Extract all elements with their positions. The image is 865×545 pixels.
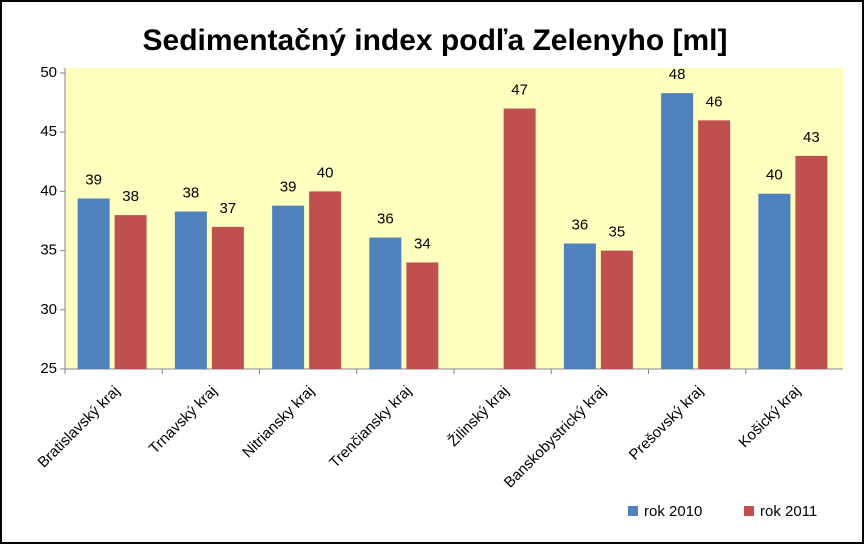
value-label: 39 [280,179,297,196]
value-label: 48 [669,66,686,83]
bar [369,237,402,369]
value-label: 38 [122,188,139,205]
value-label: 38 [183,184,200,201]
value-label: 47 [511,81,528,98]
value-label: 43 [803,129,820,146]
legend-label: rok 2011 [760,503,817,520]
value-label: 36 [377,211,394,228]
value-label: 46 [706,93,723,110]
y-tick-label: 45 [40,123,57,140]
value-label: 40 [766,167,783,184]
value-label: 39 [85,171,102,188]
bar [211,226,244,369]
y-tick-label: 35 [40,242,57,259]
bar [503,108,536,370]
legend-label: rok 2010 [644,503,702,520]
y-tick-label: 30 [40,301,57,318]
legend-swatch [628,506,638,516]
value-label: 35 [609,224,626,241]
bar [661,93,694,370]
bar [600,250,633,369]
chart-title: Sedimentačný index podľa Zelenyho [ml] [143,24,728,57]
bar [272,205,305,369]
value-label: 40 [317,164,334,181]
bar [698,120,731,369]
y-tick-label: 50 [40,64,57,81]
bar [563,243,596,369]
bar [114,215,147,369]
bar [758,193,791,369]
bar [795,155,828,369]
value-label: 37 [220,200,237,217]
value-label: 34 [414,235,431,252]
legend-swatch [744,506,754,516]
y-tick-label: 25 [40,360,57,377]
value-label: 36 [572,216,589,233]
bar [309,191,342,369]
bar [406,262,439,369]
bar [77,198,110,369]
y-tick-label: 40 [40,182,57,199]
bar [174,211,207,369]
